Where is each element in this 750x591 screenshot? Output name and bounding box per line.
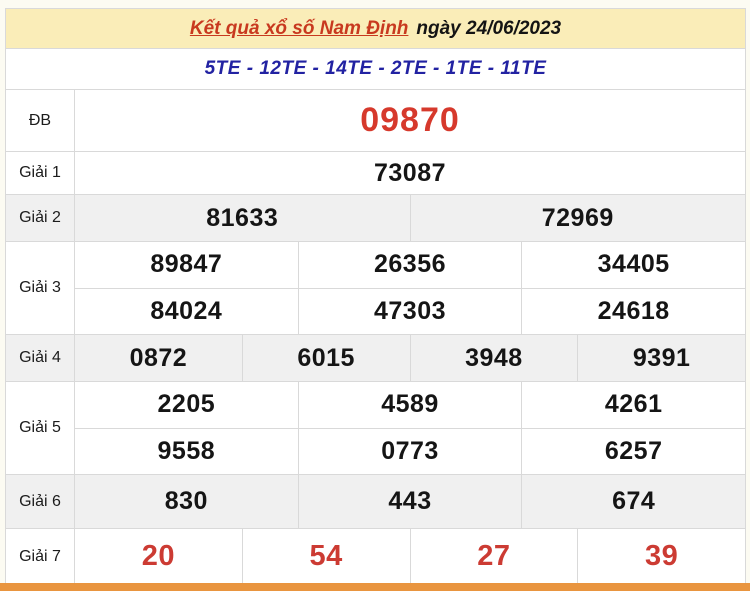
- prize-value: 3948: [409, 335, 578, 381]
- prize-value: 9558: [157, 436, 216, 465]
- result-row-1: Giải 1 73087: [6, 151, 745, 194]
- value-line: 84024 47303 24618: [75, 287, 745, 334]
- station-codes: 5TE - 12TE - 14TE - 2TE - 1TE - 11TE: [204, 58, 547, 79]
- prize-value: 443: [297, 475, 522, 528]
- prize-value: 674: [521, 475, 745, 528]
- prize-value: 830: [164, 487, 208, 515]
- prize-value: 81633: [206, 203, 279, 232]
- prize-value: 2205: [157, 390, 216, 419]
- prize-label: Giải 4: [6, 335, 75, 381]
- prize-values: 2205 4589 4261 9558 0773 6257: [75, 382, 745, 474]
- prize-value: 72969: [409, 195, 746, 241]
- table-header: Kết quả xổ số Nam Định ngày 24/06/2023: [6, 9, 745, 48]
- prize-value: 26356: [297, 242, 522, 288]
- prize-value: 34405: [521, 242, 745, 288]
- prize-value: 47303: [297, 288, 522, 334]
- prize-label: Giải 7: [6, 529, 75, 584]
- prize-value: 20: [141, 540, 175, 572]
- prize-label: Giải 1: [6, 152, 75, 194]
- prize-value: 4589: [297, 382, 522, 428]
- prize-value: 4261: [521, 382, 745, 428]
- prize-value: 09870: [360, 101, 460, 139]
- prize-value: 6257: [521, 428, 745, 474]
- prize-value: 39: [577, 529, 745, 584]
- result-row-4: Giải 4 0872 6015 3948 9391: [6, 334, 745, 381]
- result-row-7: Giải 7 20 54 27 39: [6, 528, 745, 584]
- prize-values: 89847 26356 34405 84024 47303 24618: [75, 242, 745, 334]
- value-line: 9558 0773 6257: [75, 427, 745, 474]
- prize-value: 89847: [150, 250, 223, 279]
- prize-value: 24618: [521, 288, 745, 334]
- bottom-orange-bar: [0, 583, 750, 591]
- result-row-6: Giải 6 830 443 674: [6, 474, 745, 528]
- lottery-title-link[interactable]: Kết quả xổ số Nam Định: [189, 17, 409, 39]
- value-line: 81633 72969: [75, 195, 745, 241]
- prize-values: 20 54 27 39: [75, 529, 745, 584]
- prize-label: Giải 6: [6, 475, 75, 528]
- prize-label: ĐB: [6, 90, 75, 151]
- lottery-results-table: Kết quả xổ số Nam Định ngày 24/06/2023 5…: [5, 8, 746, 585]
- result-row-0: ĐB 09870: [6, 89, 745, 151]
- prize-values: 830 443 674: [75, 475, 745, 528]
- results-body: ĐB 09870 Giải 1 73087 Giải 2 81633 72969 Giải 3…: [6, 89, 745, 584]
- prize-label: Giải 3: [6, 242, 75, 334]
- value-line: 89847 26356 34405: [75, 242, 745, 288]
- value-line: 0872 6015 3948 9391: [75, 335, 745, 381]
- value-line: 20 54 27 39: [75, 529, 745, 584]
- result-row-2: Giải 2 81633 72969: [6, 194, 745, 241]
- prize-value: 0773: [297, 428, 522, 474]
- prize-value: 6015: [241, 335, 410, 381]
- prize-value: 27: [409, 529, 578, 584]
- prize-values: 81633 72969: [75, 195, 745, 241]
- value-line: 2205 4589 4261: [75, 382, 745, 428]
- result-row-5: Giải 5 2205 4589 4261 9558 0773 6257: [6, 381, 745, 474]
- prize-values: 73087: [75, 152, 745, 194]
- prize-label: Giải 2: [6, 195, 75, 241]
- prize-value: 54: [241, 529, 410, 584]
- draw-date: ngày 24/06/2023: [416, 17, 562, 39]
- value-line: 830 443 674: [75, 475, 745, 528]
- value-line: 73087: [75, 152, 745, 194]
- station-codes-row: 5TE - 12TE - 14TE - 2TE - 1TE - 11TE: [6, 48, 745, 89]
- prize-values: 09870: [75, 90, 745, 151]
- prize-value: 9391: [577, 335, 745, 381]
- prize-label: Giải 5: [6, 382, 75, 474]
- prize-value: 0872: [129, 343, 188, 372]
- prize-values: 0872 6015 3948 9391: [75, 335, 745, 381]
- prize-value: 73087: [373, 158, 447, 187]
- result-row-3: Giải 3 89847 26356 34405 84024 47303 24618: [6, 241, 745, 334]
- value-line: 09870: [75, 90, 745, 151]
- prize-value: 84024: [150, 296, 223, 325]
